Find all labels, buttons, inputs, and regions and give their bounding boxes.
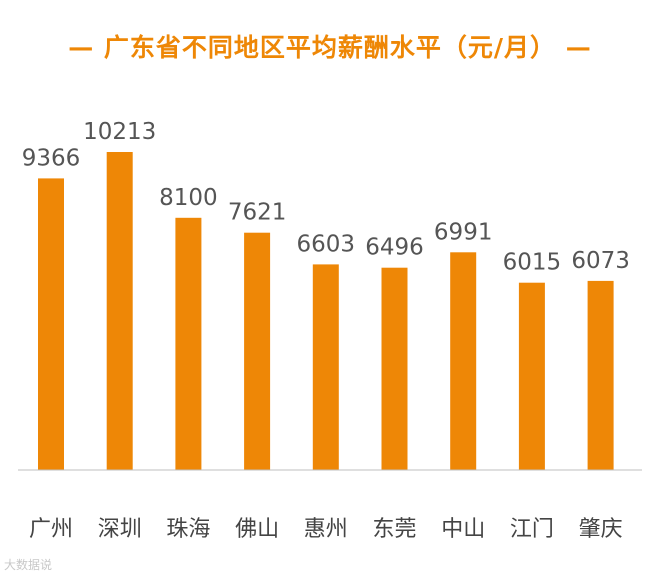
data-label-7: 6015	[503, 250, 562, 276]
data-label-8: 6073	[571, 248, 630, 274]
data-label-5: 6496	[365, 235, 424, 261]
data-label-1: 10213	[83, 119, 156, 145]
data-label-4: 6603	[297, 231, 356, 257]
bar-5	[381, 267, 408, 470]
bar-4	[312, 264, 339, 470]
bar-0	[38, 178, 64, 470]
data-label-6: 6991	[434, 219, 493, 245]
watermark: 大数据说	[4, 558, 53, 572]
bar-1	[106, 152, 133, 470]
category-label-2: 珠海	[166, 517, 210, 542]
bar-2	[175, 217, 202, 470]
bar-6	[450, 252, 477, 470]
category-label-4: 惠州	[304, 517, 348, 542]
bar-3	[244, 232, 271, 470]
chart-title: — 广东省不同地区平均薪酬水平（元/月） —	[68, 33, 592, 62]
category-label-0: 广州	[29, 517, 73, 542]
category-label-5: 东莞	[372, 517, 416, 542]
data-label-2: 8100	[159, 185, 218, 211]
bar-8	[587, 280, 614, 470]
data-label-3: 7621	[228, 200, 287, 226]
category-label-6: 中山	[441, 517, 485, 542]
category-label-3: 佛山	[235, 517, 279, 542]
data-label-0: 9366	[22, 145, 81, 171]
category-label-1: 深圳	[98, 517, 142, 542]
category-label-8: 肇庆	[579, 517, 623, 542]
bar-7	[518, 282, 545, 470]
category-label-7: 江门	[510, 517, 554, 542]
